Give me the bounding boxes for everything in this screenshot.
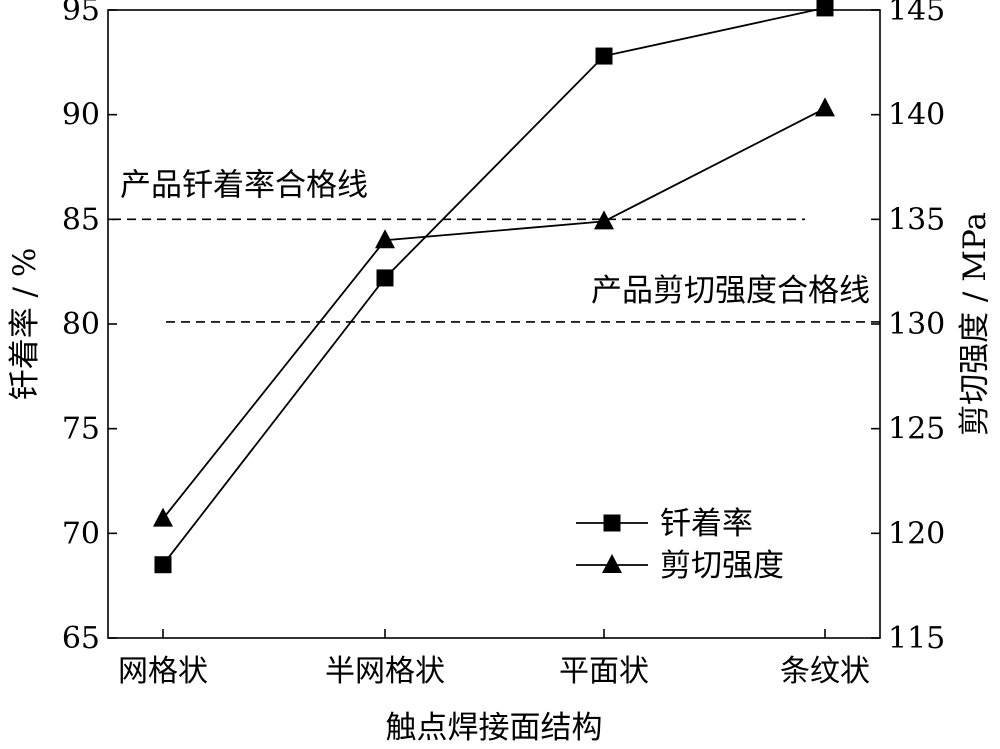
legend-label: 剪切强度 bbox=[660, 548, 784, 584]
plot-frame bbox=[107, 9, 881, 639]
series-layer bbox=[153, 0, 835, 574]
left-tick-label: 80 bbox=[62, 307, 100, 342]
solder-rate-qualified-line-label: 产品钎着率合格线 bbox=[120, 167, 368, 203]
left-tick-label: 95 bbox=[62, 0, 100, 28]
triangle-marker bbox=[375, 229, 395, 249]
square-marker bbox=[816, 0, 834, 17]
right-tick-label: 130 bbox=[888, 307, 945, 342]
square-marker bbox=[154, 556, 172, 574]
legend-label: 钎着率 bbox=[660, 506, 753, 542]
shear-strength-qualified-line-label: 产品剪切强度合格线 bbox=[591, 273, 870, 309]
x-tick-label: 半网格状 bbox=[325, 654, 445, 689]
left-tick-label: 90 bbox=[62, 98, 100, 133]
left-tick-label: 85 bbox=[62, 202, 100, 237]
right-axis: 115 120 125 130 135 140 145 bbox=[871, 0, 945, 656]
x-axis-title: 触点焊接面结构 bbox=[386, 710, 603, 746]
series-line-2 bbox=[162, 107, 826, 520]
left-axis-title: 钎着率 / % bbox=[7, 248, 43, 401]
left-tick-label: 75 bbox=[62, 412, 100, 447]
x-axis: 网格状 半网格状 平面状 条纹状 bbox=[118, 629, 870, 689]
right-tick-label: 115 bbox=[888, 621, 945, 656]
left-tick-label: 65 bbox=[62, 621, 100, 656]
right-tick-label: 135 bbox=[888, 202, 945, 237]
square-marker bbox=[376, 269, 394, 287]
legend-triangle-marker bbox=[602, 554, 622, 573]
x-tick-label: 平面状 bbox=[559, 654, 649, 689]
right-tick-label: 125 bbox=[888, 412, 945, 447]
right-tick-label: 120 bbox=[888, 516, 945, 551]
x-tick-label: 网格状 bbox=[118, 654, 208, 689]
left-axis: 65 70 75 80 85 90 95 bbox=[62, 0, 117, 656]
x-tick-label: 条纹状 bbox=[780, 654, 870, 689]
square-marker bbox=[595, 47, 613, 65]
triangle-marker bbox=[815, 97, 835, 117]
triangle-marker bbox=[594, 210, 614, 230]
left-tick-label: 70 bbox=[62, 516, 100, 551]
series-line-1 bbox=[162, 7, 826, 566]
right-tick-label: 145 bbox=[888, 0, 945, 28]
right-axis-title: 剪切强度 / MPa bbox=[957, 212, 993, 436]
legend-square-marker bbox=[603, 514, 621, 532]
right-tick-label: 140 bbox=[888, 98, 945, 133]
triangle-marker bbox=[153, 507, 173, 527]
